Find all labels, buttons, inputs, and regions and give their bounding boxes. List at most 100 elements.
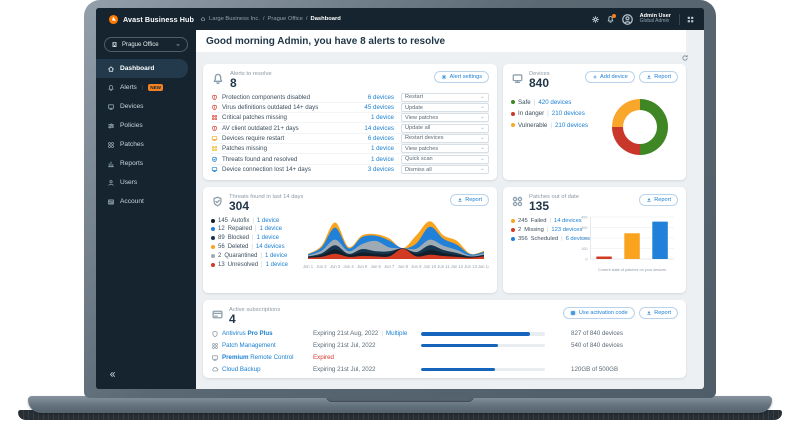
subscription-expiry: Expiring 21st Jul, 2022 | xyxy=(313,342,421,349)
alert-devices-link[interactable]: 1 device xyxy=(370,145,394,153)
topbar: Avast Business Hub Large Business Inc. /… xyxy=(96,8,704,30)
alert-devices-link[interactable]: 14 devices xyxy=(364,124,394,132)
alert-action-select[interactable]: Restart devices xyxy=(401,133,489,143)
breadcrumb-site[interactable]: Prague Office xyxy=(267,16,303,22)
legend-devices-link[interactable]: 14 devices xyxy=(553,217,582,224)
patches-card-title: Patches out of date xyxy=(529,194,579,200)
alert-settings-button[interactable]: Alert settings xyxy=(434,71,489,83)
legend-separator: | xyxy=(255,226,257,233)
chevron-down-icon xyxy=(175,42,181,48)
sidebar-item[interactable]: Account | xyxy=(96,192,188,211)
alert-action-select[interactable]: Dismiss all xyxy=(401,165,489,175)
legend-separator: | xyxy=(251,243,253,250)
legend-devices-link[interactable]: 123 devices xyxy=(551,226,583,233)
svg-text:Jun 11: Jun 11 xyxy=(437,264,450,269)
sidebar-item[interactable]: Policies | xyxy=(96,116,188,135)
threats-report-button[interactable]: Report xyxy=(449,194,489,206)
legend-devices-link[interactable]: 1 device xyxy=(256,217,280,224)
subscriptions-report-button[interactable]: Report xyxy=(638,307,678,319)
legend-devices-link[interactable]: 1 device xyxy=(256,235,279,242)
legend-devices-link[interactable]: 14 devices xyxy=(255,243,285,250)
devices-card-title: Devices xyxy=(529,71,550,77)
avatar[interactable] xyxy=(621,13,634,26)
usage-progress-fill xyxy=(421,332,531,336)
gear-icon xyxy=(441,74,447,80)
patches-report-button[interactable]: Report xyxy=(638,194,678,206)
legend-item: 356 Scheduled | 6 devices xyxy=(511,236,590,242)
notifications-button[interactable] xyxy=(606,13,616,24)
subscription-product-icon xyxy=(211,330,219,338)
sidebar-item[interactable]: Patches | xyxy=(96,135,188,154)
legend-devices-link[interactable]: 1 device xyxy=(265,261,288,268)
alert-devices-link[interactable]: 3 devices xyxy=(367,166,394,174)
svg-text:Jun 8: Jun 8 xyxy=(398,264,409,269)
laptop-base xyxy=(28,396,772,413)
new-badge: NEW xyxy=(148,84,164,91)
alert-action-select[interactable]: Restart xyxy=(401,92,489,102)
alert-severity-icon xyxy=(211,94,218,101)
legend-dot xyxy=(211,244,215,249)
svg-text:Jun 5: Jun 5 xyxy=(357,264,368,269)
alert-label: Device connection lost 14+ days xyxy=(222,166,311,174)
sidebar-collapse-icon[interactable] xyxy=(108,370,117,379)
alert-action-select[interactable]: Update xyxy=(401,103,489,113)
sidebar-item[interactable]: Users | xyxy=(96,173,188,192)
sidebar-item-icon xyxy=(107,198,115,206)
alert-devices-link[interactable]: 1 device xyxy=(370,155,394,163)
multiple-link[interactable]: Multiple xyxy=(385,330,408,338)
main-content: Good morning Admin, you have 8 alerts to… xyxy=(196,30,704,389)
refresh-icon[interactable] xyxy=(681,54,689,62)
legend-item: 12 Repaired | 1 device xyxy=(211,226,303,232)
svg-text:Jun 4: Jun 4 xyxy=(343,264,354,269)
sidebar-item[interactable]: Devices | xyxy=(96,97,188,116)
threats-report-label: Report xyxy=(465,197,482,203)
sidebar-item[interactable]: Alerts | NEW xyxy=(96,78,188,97)
home-icon xyxy=(200,16,206,22)
alert-label: Devices require restart xyxy=(222,134,285,142)
legend-count: 245 xyxy=(518,217,528,224)
sidebar-item-label: Devices xyxy=(120,103,144,110)
sidebar-item[interactable]: Dashboard | xyxy=(96,59,188,78)
devices-report-button[interactable]: Report xyxy=(638,71,678,83)
subscription-card-icon xyxy=(211,308,224,321)
legend-devices-link[interactable]: 6 devices xyxy=(565,235,591,242)
site-selector[interactable]: Prague Office xyxy=(104,37,188,52)
breadcrumb-org[interactable]: Large Business Inc. xyxy=(209,16,260,22)
legend-count: 56 xyxy=(218,243,225,250)
alert-row: Virus definitions outdated 14+ days 45 d… xyxy=(211,103,489,114)
subscription-product-icon xyxy=(211,354,219,362)
add-device-button[interactable]: Add device xyxy=(584,71,635,83)
sidebar-item-icon xyxy=(107,160,115,168)
alert-action-select[interactable]: View patches xyxy=(401,113,489,123)
alert-devices-link[interactable]: 1 device xyxy=(370,114,394,122)
subscription-name-link[interactable]: Antivirus Pro Plus xyxy=(211,330,313,338)
alert-action-select[interactable]: Update all xyxy=(401,123,489,133)
threats-area-chart: Jun 1 Jun 2 Jun 3 Jun 4 Jun 5 Jun 6 Jun 7 Jun 8… xyxy=(303,213,491,275)
sidebar-item[interactable]: Reports | xyxy=(96,154,188,173)
legend-devices-link[interactable]: 210 devices xyxy=(554,121,588,129)
subscription-name-link[interactable]: Cloud Backup xyxy=(211,365,313,373)
legend-dot xyxy=(211,262,215,267)
alert-devices-link[interactable]: 6 devices xyxy=(367,134,394,142)
alert-action-select[interactable]: View patches xyxy=(401,144,489,154)
legend-separator: | xyxy=(549,217,551,224)
svg-text:Jun 1: Jun 1 xyxy=(303,264,314,269)
legend-devices-link[interactable]: 1 device xyxy=(264,252,288,259)
alerts-count: 8 xyxy=(230,76,237,90)
subscriptions-report-label: Report xyxy=(654,310,671,316)
subscription-name-link[interactable]: Patch Management xyxy=(211,342,313,350)
alert-devices-link[interactable]: 45 devices xyxy=(364,104,394,112)
use-activation-code-button[interactable]: Use activation code xyxy=(563,307,635,319)
legend-devices-link[interactable]: 1 device xyxy=(259,226,282,233)
alert-devices-link[interactable]: 6 devices xyxy=(367,93,394,101)
legend-devices-link[interactable]: 420 devices xyxy=(538,98,572,106)
settings-gear-icon[interactable] xyxy=(591,15,600,24)
alerts-card-title: Alerts to resolve xyxy=(230,71,272,77)
alert-action-select[interactable]: Quick scan xyxy=(401,154,489,164)
subscription-name-link[interactable]: Premium Remote Control xyxy=(211,354,313,362)
apps-grid-icon[interactable] xyxy=(686,15,695,24)
legend-separator: | xyxy=(260,252,262,259)
user-block[interactable]: Admin User Global Admin xyxy=(640,13,671,25)
legend-devices-link[interactable]: 210 devices xyxy=(551,110,585,118)
svg-text:Jun 2: Jun 2 xyxy=(316,264,327,269)
